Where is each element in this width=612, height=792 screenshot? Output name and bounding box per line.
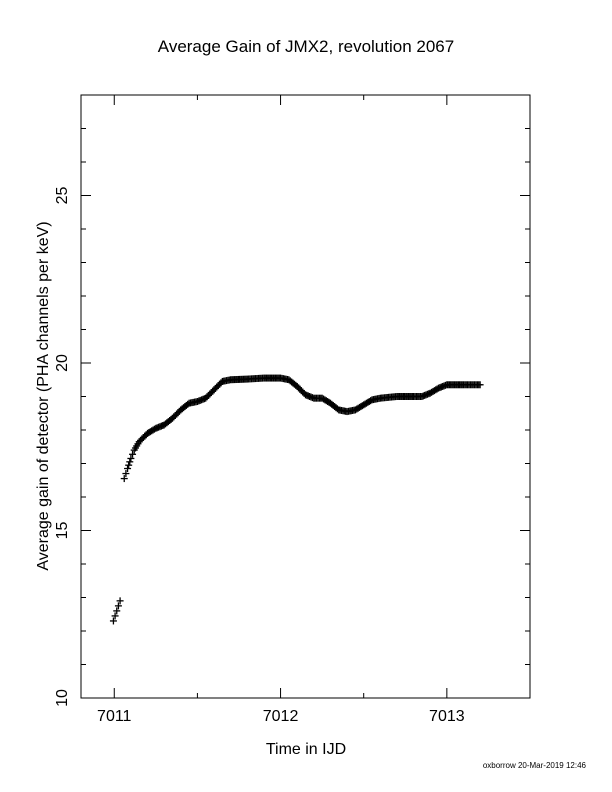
data-point-marker (113, 607, 121, 615)
data-point-marker (120, 475, 128, 483)
data-point-marker (114, 602, 122, 610)
data-point-marker (127, 454, 135, 462)
chart-title: Average Gain of JMX2, revolution 2067 (158, 37, 454, 56)
x-tick-label: 7012 (263, 708, 299, 725)
y-axis-ticks: 10 15 20 25 (54, 94, 530, 707)
data-point-marker (116, 597, 124, 605)
data-point-marker (126, 458, 134, 466)
data-point-marker (124, 465, 132, 473)
timestamp-footer: oxborrow 20-Mar-2019 12:46 (483, 761, 587, 770)
x-tick-label: 7011 (97, 708, 132, 725)
x-axis-ticks: 7011 7012 7013 (97, 95, 531, 725)
data-point-marker (109, 617, 117, 625)
data-point-marker (111, 612, 119, 620)
x-tick-label: 7013 (429, 708, 465, 725)
y-tick-label: 20 (54, 354, 71, 372)
y-axis-label: Average gain of detector (PHA channels p… (35, 221, 52, 570)
data-point-marker (122, 470, 130, 478)
y-tick-label: 25 (54, 187, 71, 205)
y-tick-label: 10 (54, 689, 71, 707)
data-points (109, 374, 484, 625)
x-axis-label: Time in IJD (266, 741, 346, 758)
data-point-marker (129, 450, 137, 458)
data-point-marker (476, 381, 484, 389)
data-point-marker (125, 461, 133, 469)
y-tick-label: 15 (54, 522, 71, 540)
